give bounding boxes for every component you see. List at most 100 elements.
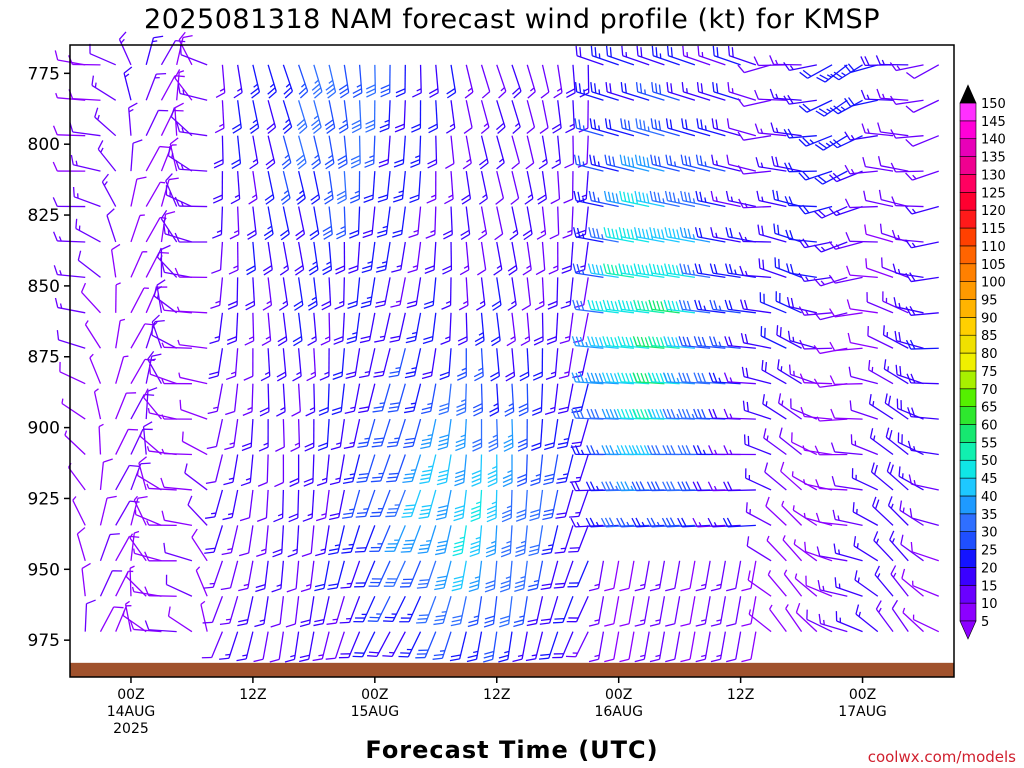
barb-feather (223, 481, 234, 486)
barb-feather (545, 375, 556, 380)
barb-feather (513, 619, 524, 624)
wind-barb (829, 341, 863, 352)
barb-feather (603, 263, 607, 274)
barb-feather (542, 548, 553, 552)
chart-title: 2025081318 NAM forecast wind profile (kt… (144, 4, 880, 35)
barb-feather (380, 92, 390, 98)
barb-feather (299, 90, 309, 99)
wind-barb (408, 206, 422, 239)
wind-barb (532, 348, 544, 381)
barb-feather (265, 158, 275, 166)
barb-staff (322, 596, 330, 624)
barb-feather (470, 513, 481, 518)
wind-barb (324, 100, 336, 134)
barb-feather (530, 509, 541, 514)
wind-barb (237, 596, 254, 627)
barb-staff (570, 241, 574, 270)
wind-barb (867, 326, 894, 349)
barb-feather (286, 588, 297, 593)
barb-staff (465, 171, 472, 199)
barb-feather (892, 263, 897, 274)
barb-feather (311, 83, 321, 91)
barb-staff (667, 272, 695, 279)
wind-barb (145, 145, 170, 172)
barb-feather (832, 139, 842, 147)
wind-barb (369, 525, 391, 553)
barb-feather (785, 229, 790, 240)
colorbar-swatch (959, 388, 977, 407)
barb-feather (328, 551, 339, 556)
wind-barb (910, 541, 939, 562)
barb-feather (665, 154, 669, 165)
barb-staff (511, 206, 519, 235)
wind-barb (553, 560, 574, 589)
barb-feather (726, 517, 733, 527)
barb-staff (597, 596, 605, 624)
barb-feather (202, 621, 213, 624)
barb-feather (687, 228, 692, 239)
barb-staff (511, 100, 521, 128)
barb-staff (579, 418, 589, 447)
barb-feather (577, 191, 581, 202)
barb-staff (761, 369, 787, 385)
barb-feather (591, 336, 596, 347)
barb-feather (599, 301, 604, 312)
barb-staff (313, 100, 322, 128)
barb-feather (420, 445, 431, 450)
wind-barb (548, 241, 559, 275)
barb-feather (367, 655, 377, 658)
barb-feather (587, 263, 592, 274)
barb-staff (313, 312, 317, 341)
barb-staff (591, 199, 619, 208)
barb-staff (666, 524, 695, 528)
barb-staff (762, 403, 787, 420)
wind-barb (711, 154, 741, 172)
barb-feather (890, 565, 897, 575)
barb-staff (328, 277, 332, 306)
wind-barb (134, 509, 162, 526)
barb-staff (450, 171, 454, 200)
barb-feather (487, 477, 498, 484)
barb-feather (532, 407, 542, 412)
barb-staff (621, 344, 650, 349)
barb-staff (628, 560, 635, 589)
barb-feather (228, 269, 239, 275)
barb-feather (814, 211, 823, 219)
barb-feather (609, 47, 612, 58)
barb-feather (260, 375, 271, 382)
barb-feather (348, 265, 359, 270)
wind-barb (311, 135, 321, 170)
barb-feather (802, 69, 812, 77)
barb-staff (366, 418, 376, 447)
wind-barb (865, 258, 894, 279)
barb-staff (463, 454, 467, 483)
barb-staff (526, 100, 536, 128)
wind-barb (526, 64, 536, 99)
wind-barb (804, 541, 833, 562)
barb-feather (322, 265, 332, 272)
barb-feather (695, 658, 706, 663)
barb-half-feather (233, 265, 239, 269)
barb-staff (682, 199, 711, 208)
barb-feather (461, 194, 471, 201)
barb-staff (343, 100, 349, 129)
wind-barb (711, 118, 741, 137)
barb-feather (675, 337, 680, 347)
barb-staff (145, 73, 157, 101)
barb-staff (636, 199, 665, 208)
barb-staff (704, 596, 711, 624)
wind-barb (258, 419, 269, 452)
wind-barb (278, 277, 289, 311)
colorbar-swatch (959, 370, 977, 390)
barb-staff (562, 595, 574, 623)
barb-staff (795, 612, 818, 633)
barb-staff (636, 381, 665, 385)
barb-feather (741, 658, 752, 663)
colorbar-label: 60 (981, 419, 998, 434)
barb-feather (901, 568, 906, 579)
wind-barb (214, 100, 225, 134)
barb-feather (364, 163, 374, 168)
wind-barb (72, 496, 86, 526)
barb-feather (560, 304, 571, 309)
barb-staff (575, 272, 604, 279)
